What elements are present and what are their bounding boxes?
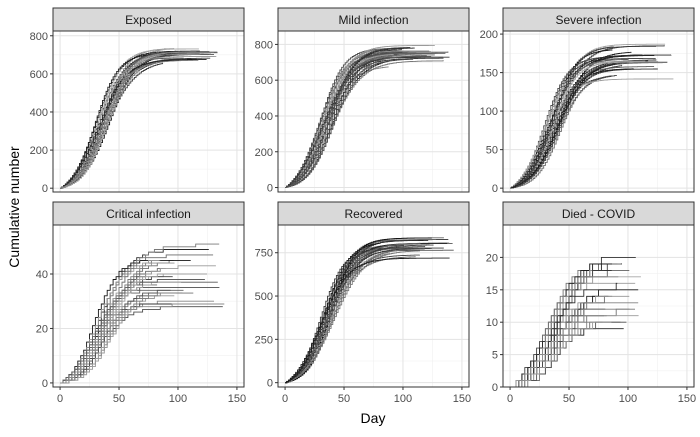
y-tick-label: 0 xyxy=(42,378,48,390)
y-tick-label: 600 xyxy=(255,75,273,87)
y-tick-label: 10 xyxy=(486,317,498,329)
x-tick-label: 50 xyxy=(563,393,575,405)
series-lines xyxy=(510,256,641,388)
y-tick-label: 0 xyxy=(42,183,48,195)
series-line xyxy=(510,46,614,189)
facet-strip xyxy=(277,7,470,32)
series-line xyxy=(285,242,421,384)
series-line xyxy=(285,257,450,384)
series-line xyxy=(60,59,180,189)
series-line xyxy=(510,60,646,189)
series-lines xyxy=(60,48,218,189)
x-tick-label: 0 xyxy=(507,393,513,405)
x-tick-label: 0 xyxy=(57,393,63,405)
facet-strip xyxy=(52,7,245,32)
series-line xyxy=(60,303,225,384)
x-tick-label: 150 xyxy=(453,393,471,405)
series-line xyxy=(510,63,615,189)
y-tick-label: 20 xyxy=(36,323,48,335)
x-tick-label: 100 xyxy=(169,393,187,405)
series-lines xyxy=(60,243,225,384)
series-line xyxy=(510,321,612,388)
series-line xyxy=(60,292,177,384)
y-tick-label: 400 xyxy=(255,111,273,123)
series-line xyxy=(285,248,425,384)
y-tick-label: 800 xyxy=(255,39,273,51)
y-tick-label: 50 xyxy=(486,145,498,157)
y-axis-title: Cumulative number xyxy=(6,146,22,268)
x-tick-label: 100 xyxy=(619,393,637,405)
y-tick-label: 500 xyxy=(255,291,273,303)
series-line xyxy=(60,59,199,189)
y-tick-label: 40 xyxy=(36,269,48,281)
x-axis-title: Day xyxy=(361,410,386,426)
series-line xyxy=(510,276,619,388)
facet-strip xyxy=(502,201,695,226)
y-tick-label: 200 xyxy=(255,147,273,159)
series-lines xyxy=(510,43,674,189)
y-tick-label: 5 xyxy=(492,350,498,362)
facet-panel: Exposed 0 200 400 600 800 xyxy=(30,7,245,195)
y-tick-label: 0 xyxy=(267,183,273,195)
facet-panel: Severe infection 0 50 100 150 200 xyxy=(480,7,695,195)
facet-panel: Critical infection 0 20 40 0 50 100 150 xyxy=(36,201,246,405)
series-line xyxy=(285,55,427,188)
y-tick-label: 0 xyxy=(492,382,498,394)
y-tick-label: 400 xyxy=(30,107,48,119)
series-line xyxy=(510,54,672,189)
series-line xyxy=(510,62,668,189)
y-tick-label: 200 xyxy=(30,145,48,157)
x-tick-label: 150 xyxy=(678,393,696,405)
series-line xyxy=(510,61,668,189)
facet-strip xyxy=(277,201,470,226)
y-tick-label: 600 xyxy=(30,69,48,81)
x-tick-label: 150 xyxy=(228,393,246,405)
facet-panel: Died - COVID 0 5 10 15 20 0 50 100 150 xyxy=(486,201,696,405)
y-tick-label: 200 xyxy=(480,29,498,41)
facet-title: Died - COVID xyxy=(562,207,636,221)
y-tick-label: 0 xyxy=(267,378,273,390)
series-line xyxy=(60,51,218,189)
y-tick-label: 20 xyxy=(486,252,498,264)
x-tick-label: 50 xyxy=(113,393,125,405)
y-tick-label: 150 xyxy=(480,68,498,80)
y-tick-label: 250 xyxy=(255,334,273,346)
series-lines xyxy=(285,237,454,384)
facet-title: Severe infection xyxy=(555,13,641,27)
facet-strip xyxy=(52,201,245,226)
facet-panel: Recovered 0 250 500 750 0 50 100 150 xyxy=(255,201,471,405)
y-tick-label: 750 xyxy=(255,248,273,260)
series-line xyxy=(510,282,618,388)
x-tick-label: 50 xyxy=(338,393,350,405)
y-tick-label: 100 xyxy=(480,106,498,118)
y-tick-label: 800 xyxy=(30,31,48,43)
series-line xyxy=(510,78,674,189)
facet-title: Mild infection xyxy=(338,13,408,27)
series-line xyxy=(285,242,381,384)
series-line xyxy=(285,53,394,188)
series-line xyxy=(60,273,187,384)
x-tick-label: 0 xyxy=(282,393,288,405)
series-line xyxy=(60,281,182,384)
series-lines xyxy=(285,44,450,188)
facet-panel: Mild infection 0 200 400 600 800 xyxy=(255,7,470,195)
y-tick-label: 15 xyxy=(486,285,498,297)
facet-strip xyxy=(502,7,695,32)
facet-title: Exposed xyxy=(125,13,172,27)
y-tick-label: 0 xyxy=(492,183,498,195)
facet-title: Recovered xyxy=(344,207,402,221)
x-tick-label: 100 xyxy=(394,393,412,405)
series-line xyxy=(285,51,449,188)
facet-title: Critical infection xyxy=(106,207,191,221)
